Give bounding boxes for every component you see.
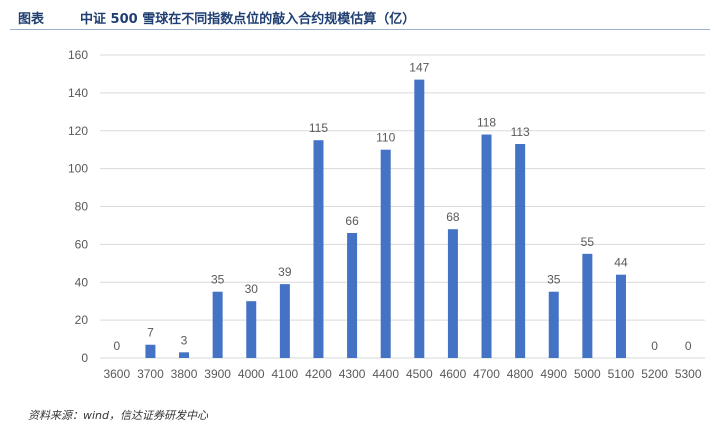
x-tick-label: 4300 — [339, 367, 366, 381]
data-label: 30 — [245, 282, 259, 296]
x-tick-label: 4400 — [372, 367, 399, 381]
figure-label: 图表 — [18, 12, 45, 27]
bar — [179, 352, 190, 358]
x-tick-label: 4800 — [507, 367, 534, 381]
x-tick-label: 4700 — [473, 367, 500, 381]
chart-title: 中证 500 雪球在不同指数点位的敲入合约规模估算（亿） — [80, 12, 416, 27]
bar — [145, 344, 156, 358]
data-labels: 0 7 3 35 30 39 115 66 110 147 68 118 113 35 55 44 0 0 — [113, 61, 691, 353]
y-tick-label: 160 — [68, 48, 88, 62]
data-label: 147 — [409, 61, 429, 75]
data-label: 115 — [309, 121, 328, 135]
data-label: 7 — [147, 326, 154, 340]
bar — [515, 144, 526, 358]
x-tick-label: 5000 — [574, 367, 601, 381]
x-tick-label: 3700 — [137, 367, 164, 381]
bar — [414, 79, 425, 359]
bar — [246, 301, 257, 358]
figure-header: 图表 中证 500 雪球在不同指数点位的敲入合约规模估算（亿） — [0, 0, 715, 30]
data-label: 66 — [345, 214, 359, 228]
y-tick-label: 140 — [68, 86, 88, 100]
y-tick-label: 40 — [75, 275, 89, 289]
x-tick-label: 4200 — [305, 367, 332, 381]
y-tick-label: 60 — [75, 237, 89, 251]
x-axis-ticks: 3600 3700 3800 3900 4000 4100 4200 4300 4400 4500… — [103, 367, 701, 381]
header-divider — [10, 29, 710, 30]
x-tick-label: 4900 — [540, 367, 567, 381]
data-label: 0 — [113, 339, 120, 353]
bar — [347, 233, 358, 358]
bar — [481, 134, 492, 358]
bar — [582, 253, 593, 358]
bars — [145, 79, 626, 359]
data-label: 0 — [651, 339, 658, 353]
data-label: 110 — [376, 131, 395, 145]
data-label: 35 — [211, 273, 225, 287]
x-tick-label: 4100 — [272, 367, 299, 381]
x-tick-label: 4600 — [440, 367, 467, 381]
data-label: 68 — [446, 210, 460, 224]
data-label: 113 — [511, 125, 530, 139]
data-label: 0 — [685, 339, 692, 353]
x-tick-label: 5100 — [608, 367, 635, 381]
bar — [615, 274, 626, 358]
bar — [313, 140, 324, 358]
data-label: 44 — [614, 256, 628, 270]
data-label: 55 — [581, 235, 595, 249]
data-label: 118 — [477, 116, 496, 130]
x-tick-label: 3800 — [171, 367, 198, 381]
x-tick-label: 5200 — [641, 367, 668, 381]
x-tick-label: 5300 — [675, 367, 702, 381]
data-label: 35 — [547, 273, 561, 287]
y-tick-label: 120 — [68, 124, 88, 138]
bar — [447, 229, 458, 358]
x-tick-label: 4500 — [406, 367, 433, 381]
bar — [212, 291, 223, 358]
gridlines — [100, 54, 705, 359]
y-tick-label: 100 — [68, 162, 88, 176]
source-note: 资料来源：wind，信达证券研发中心 — [28, 409, 209, 422]
y-tick-label: 0 — [81, 351, 88, 365]
bar — [380, 149, 391, 358]
y-tick-label: 20 — [75, 313, 89, 327]
y-axis-ticks: 0 20 40 60 80 100 120 140 160 — [68, 48, 88, 365]
bar — [548, 291, 559, 358]
x-tick-label: 3900 — [204, 367, 231, 381]
bar — [279, 284, 290, 358]
x-tick-label: 3600 — [103, 367, 130, 381]
data-label: 3 — [181, 333, 188, 347]
bar-chart: 0 20 40 60 80 100 120 140 160 0 7 3 35 30 39 115 66 110 1… — [68, 48, 705, 381]
data-label: 39 — [278, 265, 292, 279]
y-tick-label: 80 — [75, 200, 89, 214]
x-tick-label: 4000 — [238, 367, 265, 381]
